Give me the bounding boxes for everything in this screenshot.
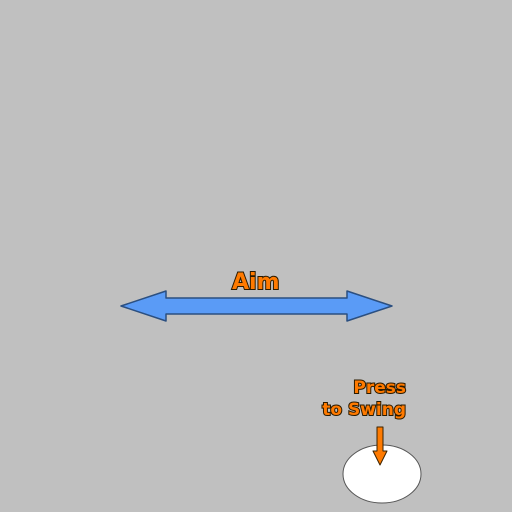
aim-label: Aim <box>231 269 280 296</box>
aim-double-arrow-icon <box>120 290 393 322</box>
swing-down-arrow-icon <box>372 426 388 466</box>
swing-label-line1: Press <box>352 377 407 399</box>
swing-instruction: Press to Swing <box>321 377 407 421</box>
swing-label-line2: to Swing <box>321 399 407 421</box>
